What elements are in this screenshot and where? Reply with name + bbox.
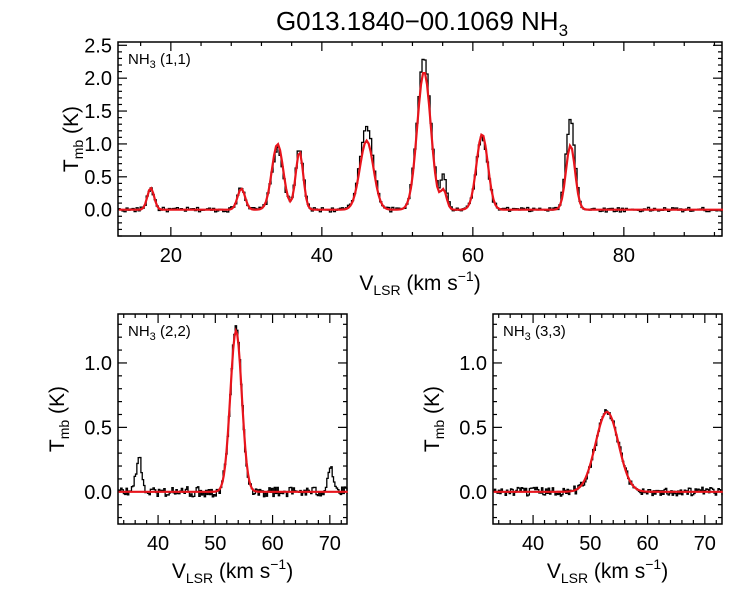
panel-label: NH3 (3,3) <box>503 323 566 343</box>
x-tick-label: 50 <box>579 533 601 555</box>
y-axis-label: Tmb (K) <box>46 386 72 452</box>
observed-spectrum <box>493 409 723 497</box>
x-tick-label: 40 <box>311 245 333 267</box>
plot-frame <box>492 313 723 525</box>
y-tick-label: 1.0 <box>84 134 112 156</box>
panel-nh3-33: 40 50 60 70 0.0 0.5 1.0 VLSR (km s−1) Tmb (K) NH3… <box>421 313 723 586</box>
y-tick-label: 0.5 <box>84 167 112 189</box>
x-tick-label: 70 <box>694 533 716 555</box>
y-tick-label: 0.0 <box>459 482 487 504</box>
y-tick-label: 1.5 <box>84 101 112 123</box>
y-tick-label: 0.0 <box>84 200 112 222</box>
y-tick-label: 1.0 <box>84 353 112 375</box>
plot-frame <box>117 41 723 237</box>
x-axis-label: VLSR (km s−1) <box>547 556 668 586</box>
x-tick-label: 80 <box>613 245 635 267</box>
x-axis-label: VLSR (km s−1) <box>172 556 293 586</box>
y-tick-label: 0.5 <box>84 417 112 439</box>
y-axis-label: Tmb (K) <box>60 106 86 172</box>
model-fit <box>118 327 348 493</box>
x-tick-label: 40 <box>147 533 169 555</box>
y-axis-label: Tmb (K) <box>421 386 447 452</box>
figure-title: G013.1840−00.1069 NH3 <box>276 6 568 40</box>
x-axis-label: VLSR (km s−1) <box>359 268 480 298</box>
model-fit <box>119 72 724 211</box>
panel-label: NH3 (2,2) <box>128 323 191 343</box>
model-fit <box>493 410 723 493</box>
panel-nh3-22: 40 50 60 70 0.0 0.5 1.0 VLSR (km s−1) Tmb (K) NH3… <box>46 313 348 586</box>
x-tick-label: 70 <box>319 533 341 555</box>
x-tick-label: 20 <box>160 245 182 267</box>
y-tick-label: 0.5 <box>459 417 487 439</box>
panel-label: NH3 (1,1) <box>128 51 191 71</box>
x-tick-label: 50 <box>204 533 226 555</box>
observed-spectrum <box>118 58 723 213</box>
y-tick-label: 0.0 <box>84 482 112 504</box>
y-tick-label: 2.5 <box>84 35 112 57</box>
panel-nh3-11: 20 40 60 80 0.0 0.5 1.0 1.5 2.0 2.5 VLSR (km s−1) T… <box>60 35 724 298</box>
plot-frame <box>117 313 348 525</box>
x-tick-label: 60 <box>636 533 658 555</box>
x-tick-label: 60 <box>462 245 484 267</box>
y-tick-label: 1.0 <box>459 353 487 375</box>
x-tick-label: 60 <box>261 533 283 555</box>
x-tick-label: 40 <box>522 533 544 555</box>
y-tick-label: 2.0 <box>84 68 112 90</box>
